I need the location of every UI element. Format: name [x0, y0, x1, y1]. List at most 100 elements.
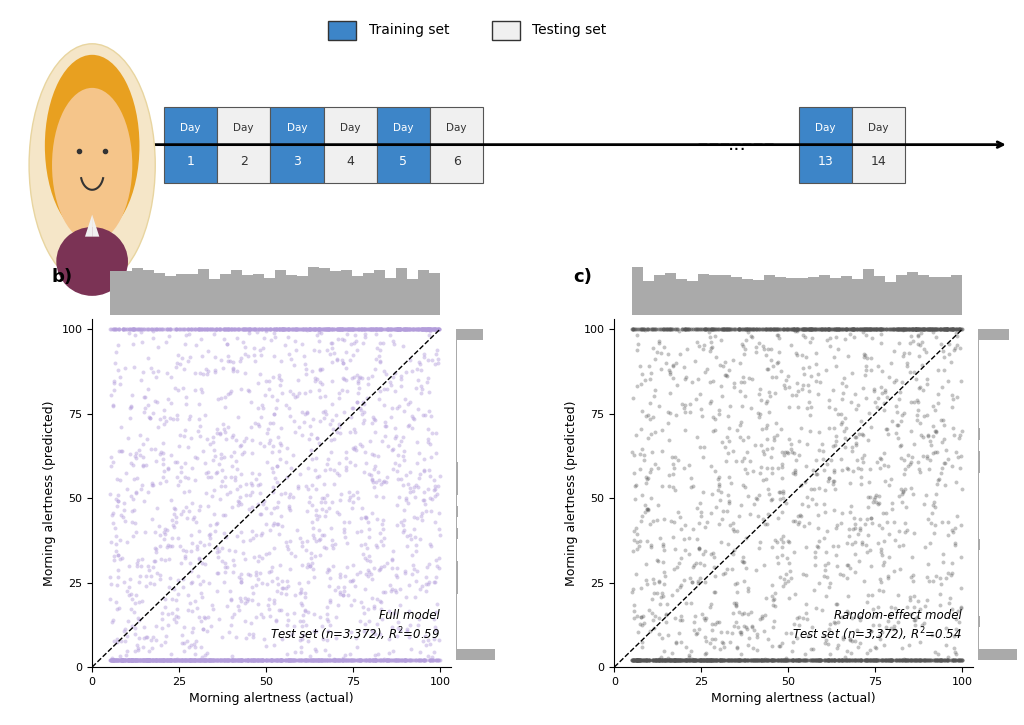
Point: [347, 655, 364, 666]
Point: [365, 655, 381, 666]
Point: [906, 589, 923, 601]
Point: [350, 376, 367, 387]
Point: [265, 371, 282, 383]
Point: [305, 323, 322, 335]
Point: [354, 337, 371, 349]
Bar: [951, 275, 963, 315]
Point: [927, 404, 943, 415]
Point: [399, 655, 416, 666]
Point: [196, 611, 212, 623]
Point: [654, 655, 671, 666]
Point: [937, 655, 953, 666]
Point: [853, 655, 869, 666]
Point: [887, 534, 903, 546]
Point: [806, 483, 822, 494]
Point: [110, 655, 126, 666]
Point: [650, 555, 667, 566]
Point: [126, 655, 142, 666]
Point: [291, 387, 307, 399]
Point: [327, 347, 343, 359]
Point: [785, 618, 802, 630]
Point: [665, 372, 681, 384]
Point: [128, 323, 144, 335]
Text: Day: Day: [180, 123, 201, 133]
Point: [946, 655, 963, 666]
Point: [266, 655, 283, 666]
Point: [675, 323, 691, 335]
Point: [703, 655, 720, 666]
Point: [681, 323, 697, 335]
Point: [181, 655, 198, 666]
Point: [817, 323, 834, 335]
Point: [886, 323, 902, 335]
Point: [754, 323, 770, 335]
Point: [156, 411, 172, 423]
Point: [803, 323, 819, 335]
Point: [844, 323, 860, 335]
Point: [784, 323, 801, 335]
Point: [167, 382, 183, 394]
Point: [696, 323, 713, 335]
Point: [712, 655, 728, 666]
Point: [282, 385, 298, 397]
Point: [262, 655, 279, 666]
Point: [189, 570, 206, 581]
Point: [297, 387, 313, 399]
Point: [283, 655, 299, 666]
Point: [275, 323, 292, 335]
Point: [738, 621, 755, 632]
Point: [200, 466, 216, 478]
Point: [702, 336, 719, 348]
Point: [183, 655, 200, 666]
Point: [690, 655, 707, 666]
Point: [334, 655, 350, 666]
Point: [383, 323, 399, 335]
Point: [310, 438, 327, 450]
Point: [630, 655, 646, 666]
Point: [183, 566, 200, 577]
Text: Training set: Training set: [369, 23, 450, 37]
Point: [212, 655, 228, 666]
Point: [317, 505, 334, 516]
Point: [667, 655, 683, 666]
Point: [182, 655, 199, 666]
Point: [697, 655, 714, 666]
Point: [711, 518, 727, 530]
Point: [306, 608, 323, 620]
Point: [656, 578, 673, 589]
Point: [386, 385, 402, 397]
Point: [259, 427, 275, 439]
Point: [903, 571, 920, 583]
Point: [915, 323, 932, 335]
Point: [281, 323, 297, 335]
Point: [311, 392, 328, 403]
Point: [175, 655, 191, 666]
Point: [224, 501, 241, 513]
Point: [624, 655, 640, 666]
Point: [254, 578, 270, 589]
Point: [243, 655, 259, 666]
Point: [127, 447, 143, 459]
Point: [750, 510, 766, 522]
Point: [787, 588, 804, 600]
Point: [947, 539, 964, 551]
Point: [915, 498, 932, 510]
Point: [761, 386, 777, 398]
Bar: [418, 270, 429, 315]
Point: [431, 323, 447, 335]
Point: [401, 655, 418, 666]
Point: [306, 323, 323, 335]
Point: [356, 323, 373, 335]
Point: [903, 323, 920, 335]
Point: [785, 323, 802, 335]
Point: [209, 655, 225, 666]
Point: [169, 409, 185, 420]
Point: [685, 655, 701, 666]
Point: [252, 655, 268, 666]
Point: [422, 655, 438, 666]
Point: [638, 323, 654, 335]
Point: [307, 452, 324, 464]
Point: [801, 323, 817, 335]
Point: [261, 384, 278, 395]
Point: [160, 655, 176, 666]
